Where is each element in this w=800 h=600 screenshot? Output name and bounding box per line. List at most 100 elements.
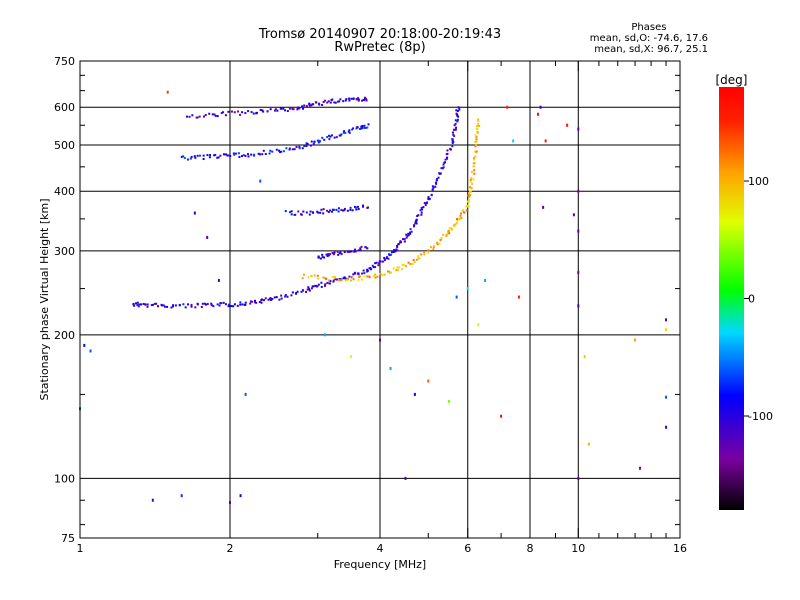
data-point	[268, 297, 271, 300]
data-point	[220, 112, 223, 115]
data-point	[357, 97, 360, 100]
data-point	[244, 303, 247, 306]
data-point	[317, 211, 320, 214]
data-point	[296, 106, 299, 109]
data-point	[426, 201, 429, 204]
data-point	[326, 209, 329, 212]
data-point	[216, 115, 219, 118]
data-point	[291, 107, 294, 110]
data-point	[372, 275, 375, 278]
data-point	[426, 251, 429, 254]
data-point	[166, 90, 169, 94]
data-point	[339, 98, 342, 101]
data-point	[392, 250, 395, 253]
data-point	[634, 338, 637, 342]
data-point	[332, 208, 335, 211]
data-point	[334, 101, 337, 104]
data-point	[257, 152, 260, 155]
data-point	[434, 181, 437, 184]
data-point	[363, 272, 366, 275]
data-point	[206, 302, 209, 305]
data-point	[454, 119, 457, 122]
data-point	[199, 154, 202, 157]
y-tick-label: 300	[54, 245, 75, 258]
data-point	[327, 211, 330, 214]
data-point	[360, 127, 363, 130]
data-point	[447, 399, 450, 403]
data-point	[346, 250, 349, 253]
data-point	[232, 152, 235, 155]
y-tick-label: 200	[54, 329, 75, 342]
data-point	[241, 111, 244, 114]
data-point	[328, 134, 331, 137]
data-point	[366, 275, 369, 278]
data-point	[383, 259, 386, 262]
data-point	[467, 194, 470, 197]
data-point	[284, 109, 287, 112]
data-point	[247, 155, 250, 158]
data-point	[374, 273, 377, 276]
phase-stats-x: mean, sd,X: 96.7, 25.1	[594, 44, 708, 55]
data-point	[358, 275, 361, 278]
data-point	[313, 274, 316, 277]
data-point	[317, 256, 320, 259]
data-point	[359, 247, 362, 250]
data-point	[136, 301, 139, 304]
data-point	[378, 262, 381, 265]
data-point	[577, 271, 580, 275]
data-point	[282, 107, 285, 110]
data-point	[322, 276, 325, 279]
data-point	[348, 99, 351, 102]
data-point	[468, 196, 471, 199]
data-point	[239, 303, 242, 306]
data-point	[204, 114, 207, 117]
data-point	[477, 122, 480, 125]
data-point	[321, 136, 324, 139]
data-point	[396, 249, 399, 252]
data-point	[365, 99, 368, 102]
data-point	[308, 289, 311, 292]
data-point	[418, 257, 421, 260]
data-point	[329, 209, 332, 212]
data-point	[244, 154, 247, 157]
data-point	[290, 213, 293, 216]
data-point	[316, 210, 319, 213]
data-point	[166, 305, 169, 308]
data-point	[332, 279, 335, 282]
data-point	[228, 303, 231, 306]
data-point	[344, 277, 347, 280]
data-point	[206, 154, 209, 157]
data-point	[194, 306, 197, 309]
data-point	[291, 291, 294, 294]
data-point	[407, 232, 410, 235]
data-point	[470, 177, 473, 180]
data-point	[302, 273, 305, 276]
data-point	[285, 147, 288, 150]
data-point	[310, 140, 313, 143]
data-point	[269, 149, 272, 152]
data-point	[451, 228, 454, 231]
data-point	[512, 139, 515, 143]
data-point	[329, 280, 332, 283]
data-point	[321, 256, 324, 259]
data-point	[138, 303, 141, 306]
data-point	[405, 236, 408, 239]
data-point	[420, 213, 423, 216]
data-point	[182, 155, 185, 158]
data-point	[468, 200, 471, 203]
data-point	[353, 271, 356, 274]
data-point	[457, 106, 460, 109]
data-point	[319, 211, 322, 214]
data-point	[302, 107, 305, 110]
data-point	[438, 172, 441, 175]
data-point	[452, 224, 455, 227]
data-point	[428, 197, 431, 200]
data-point	[408, 231, 411, 234]
data-point	[458, 217, 461, 220]
data-point	[371, 264, 374, 267]
data-point	[276, 109, 279, 112]
data-point	[387, 270, 390, 273]
x-tick-label: 10	[571, 542, 585, 555]
data-point	[474, 145, 477, 148]
data-point	[209, 154, 212, 157]
